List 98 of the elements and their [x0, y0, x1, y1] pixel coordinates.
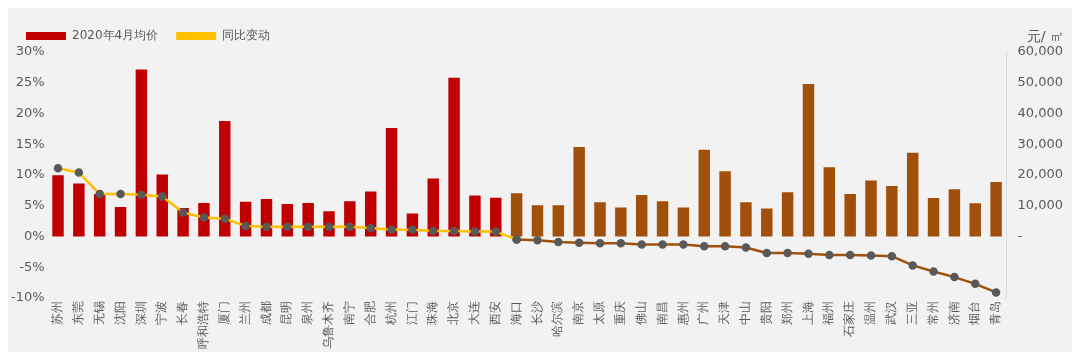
bar — [656, 201, 669, 237]
bar — [615, 207, 627, 237]
y2-tick-label: 50,000 — [1017, 74, 1064, 90]
y-tick-label: 10% — [15, 166, 45, 182]
x-tick-label: 东莞 — [70, 301, 85, 325]
x-tick-label: 南京 — [571, 301, 586, 325]
legend-label: 2020年4月均价 — [72, 28, 159, 43]
x-tick-label: 无锡 — [91, 301, 106, 325]
y-tick-label: 20% — [15, 104, 45, 120]
bar — [781, 192, 794, 237]
x-tick-label: 石家庄 — [842, 301, 857, 337]
y-tick-label: 0% — [23, 227, 45, 243]
x-tick-label: 天津 — [717, 301, 732, 325]
bar — [156, 174, 168, 237]
x-tick-label: 哈尔滨 — [550, 301, 565, 337]
y-tick-label: 5% — [23, 197, 45, 213]
y-tick-label: -5% — [19, 258, 45, 274]
x-tick-label: 长沙 — [529, 301, 544, 325]
y-tick-label: 25% — [15, 74, 45, 90]
bar — [114, 206, 127, 237]
bar — [948, 189, 961, 237]
y2-tick-label: 60,000 — [1017, 43, 1064, 59]
x-tick-label: 乌鲁木齐 — [321, 301, 336, 349]
x-tick-label: 福州 — [821, 301, 836, 325]
bar — [385, 127, 398, 237]
x-tick-label: 兰州 — [237, 301, 252, 325]
bar — [677, 207, 690, 237]
x-tick-label: 济南 — [946, 301, 961, 325]
y-tick-label: -10% — [10, 289, 45, 305]
bar — [823, 167, 836, 237]
x-tick-label: 大连 — [467, 301, 482, 325]
bar — [531, 205, 544, 237]
bar — [927, 198, 940, 237]
x-tick-label: 厦门 — [216, 301, 231, 325]
bar — [52, 175, 64, 237]
y2-tick-label: 40,000 — [1017, 104, 1064, 120]
x-tick-label: 太原 — [592, 301, 607, 325]
y2-tick-label: 10,000 — [1017, 197, 1064, 213]
legend-label: 同比变动 — [222, 28, 271, 43]
x-tick-label: 上海 — [800, 301, 815, 325]
y-tick-label: 15% — [15, 135, 45, 151]
bar — [93, 194, 106, 237]
bar — [573, 147, 585, 237]
x-tick-label: 郑州 — [779, 301, 794, 325]
x-tick-label: 长春 — [175, 301, 190, 325]
x-tick-label: 深圳 — [133, 301, 148, 325]
x-tick-label: 广州 — [696, 301, 711, 325]
bar — [719, 171, 731, 237]
x-tick-label: 沈阳 — [112, 301, 127, 325]
x-tick-label: 海口 — [508, 301, 523, 325]
x-tick-label: 合肥 — [362, 301, 377, 325]
bar — [635, 194, 648, 237]
x-tick-label: 西安 — [487, 301, 502, 325]
bar — [761, 208, 773, 237]
bar — [906, 152, 919, 237]
x-tick-label: 烟台 — [967, 301, 982, 325]
bar — [740, 202, 752, 237]
x-tick-label: 珠海 — [425, 301, 440, 325]
x-tick-label: 杭州 — [383, 301, 398, 326]
bar — [594, 202, 606, 237]
x-tick-label: 苏州 — [50, 301, 65, 325]
bar — [969, 203, 981, 237]
bar — [802, 83, 815, 237]
x-tick-label: 重庆 — [612, 301, 627, 325]
y2-tick-label: 20,000 — [1017, 166, 1064, 182]
x-tick-label: 三亚 — [904, 301, 919, 325]
x-tick-label: 青岛 — [988, 301, 1003, 325]
bar — [448, 77, 460, 237]
y-tick-label: 30% — [15, 43, 45, 59]
bar — [552, 205, 565, 237]
bar — [865, 180, 877, 237]
x-tick-label: 宁波 — [154, 301, 169, 325]
x-tick-label: 泉州 — [300, 301, 315, 325]
x-tick-label: 昆明 — [279, 301, 294, 325]
bar — [73, 183, 85, 237]
bar — [135, 69, 148, 237]
bar — [698, 149, 710, 237]
x-tick-label: 江门 — [404, 301, 419, 325]
x-tick-label: 惠州 — [675, 301, 690, 326]
x-tick-label: 南昌 — [654, 301, 669, 325]
x-tick-label: 武汉 — [883, 301, 898, 325]
x-tick-label: 佛山 — [633, 301, 648, 325]
x-tick-label: 中山 — [738, 301, 753, 325]
x-tick-label: 北京 — [446, 301, 461, 325]
x-tick-label: 温州 — [863, 301, 878, 325]
bar — [844, 194, 856, 237]
bar — [219, 120, 231, 237]
x-tick-label: 南宁 — [341, 301, 356, 325]
bar — [427, 178, 439, 237]
x-tick-label: 呼和浩特 — [196, 301, 211, 349]
y2-axis-title: 元/ ㎡ — [1026, 27, 1064, 44]
bar — [990, 182, 1002, 237]
bar — [886, 186, 898, 237]
y2-tick-label: 30,000 — [1017, 135, 1064, 151]
x-tick-label: 贵阳 — [758, 301, 773, 325]
y2-tick-label: - — [1017, 227, 1023, 243]
x-tick-label: 成都 — [258, 301, 273, 325]
x-tick-label: 常州 — [925, 301, 940, 325]
